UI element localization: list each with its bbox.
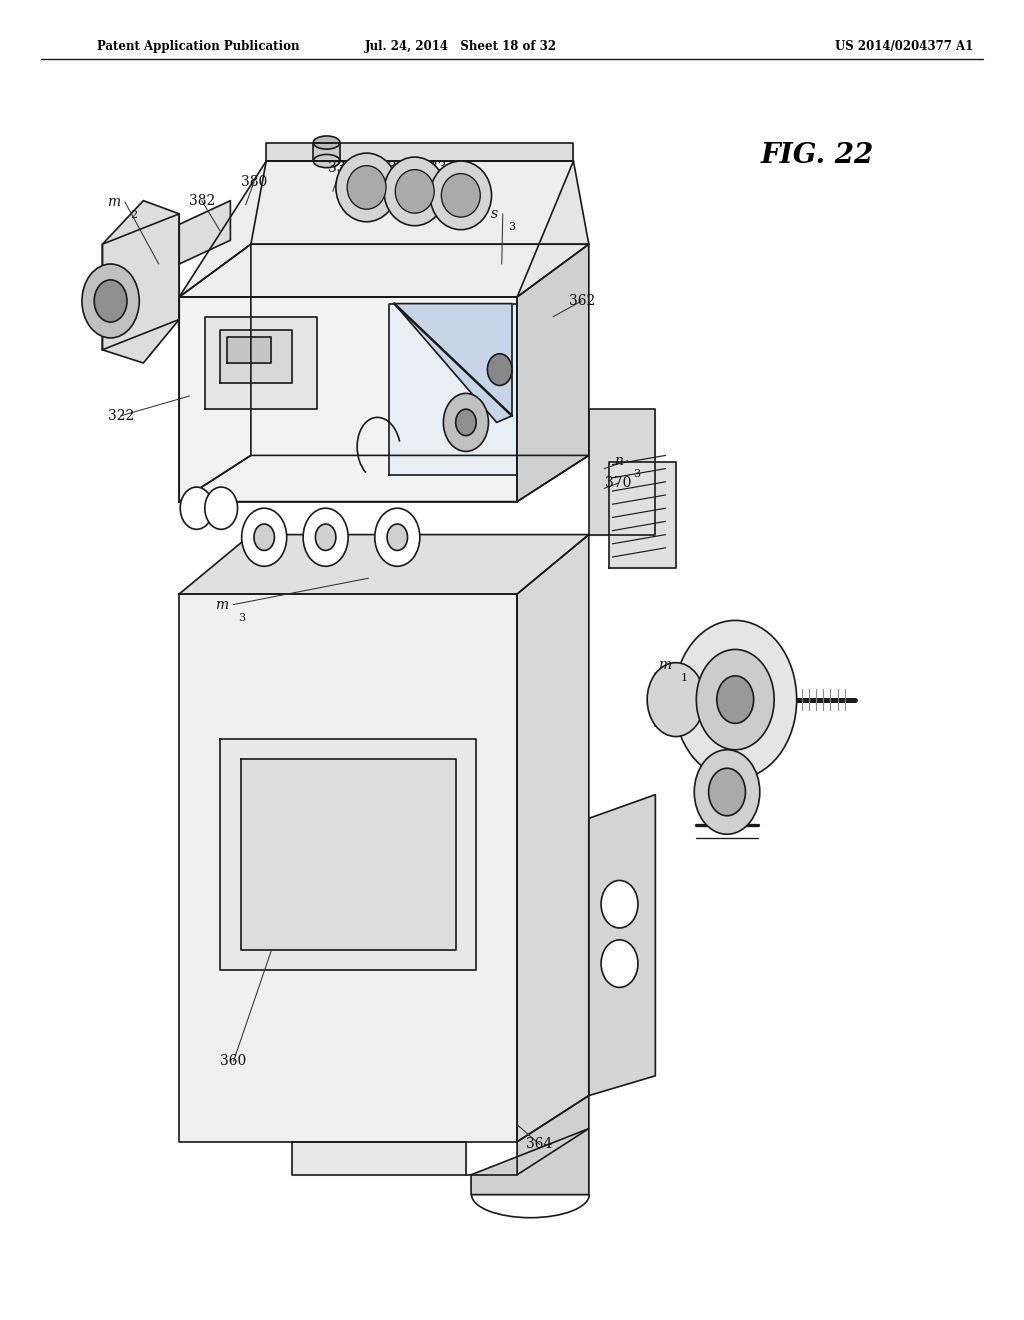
- Text: m: m: [215, 598, 228, 611]
- Circle shape: [387, 524, 408, 550]
- Text: m: m: [657, 659, 671, 672]
- Polygon shape: [179, 594, 517, 1142]
- Circle shape: [254, 524, 274, 550]
- Circle shape: [696, 649, 774, 750]
- Text: n: n: [613, 454, 623, 467]
- Ellipse shape: [336, 153, 397, 222]
- Circle shape: [303, 508, 348, 566]
- Circle shape: [694, 750, 760, 834]
- Circle shape: [674, 620, 797, 779]
- Circle shape: [205, 487, 238, 529]
- Polygon shape: [517, 1096, 589, 1175]
- Circle shape: [242, 508, 287, 566]
- Polygon shape: [102, 201, 179, 363]
- Polygon shape: [227, 337, 271, 363]
- Circle shape: [443, 393, 488, 451]
- Text: 362: 362: [568, 294, 595, 308]
- Ellipse shape: [347, 166, 386, 209]
- Polygon shape: [609, 462, 676, 568]
- Text: Jul. 24, 2014   Sheet 18 of 32: Jul. 24, 2014 Sheet 18 of 32: [365, 40, 557, 53]
- Polygon shape: [179, 161, 573, 297]
- Polygon shape: [179, 244, 589, 297]
- Text: 360: 360: [220, 1055, 247, 1068]
- Circle shape: [601, 880, 638, 928]
- Ellipse shape: [441, 174, 480, 218]
- Ellipse shape: [395, 170, 434, 214]
- Polygon shape: [179, 535, 589, 594]
- Text: 326: 326: [409, 161, 435, 174]
- Polygon shape: [179, 455, 589, 502]
- Circle shape: [647, 663, 705, 737]
- Text: 3: 3: [633, 469, 640, 479]
- Text: 380: 380: [241, 176, 267, 189]
- Text: 1: 1: [681, 673, 688, 684]
- Text: s: s: [490, 207, 498, 220]
- Text: US 2014/0204377 A1: US 2014/0204377 A1: [835, 40, 973, 53]
- Ellipse shape: [313, 154, 340, 168]
- Circle shape: [601, 940, 638, 987]
- Polygon shape: [655, 667, 676, 733]
- Circle shape: [375, 508, 420, 566]
- Ellipse shape: [430, 161, 492, 230]
- Text: 334: 334: [429, 161, 456, 174]
- Polygon shape: [389, 304, 517, 475]
- Ellipse shape: [313, 136, 340, 149]
- Circle shape: [82, 264, 139, 338]
- Polygon shape: [313, 143, 340, 161]
- Text: 3: 3: [239, 612, 246, 623]
- Polygon shape: [220, 739, 476, 970]
- Text: FIG. 22: FIG. 22: [761, 143, 873, 169]
- Polygon shape: [589, 409, 655, 535]
- Polygon shape: [517, 535, 589, 1142]
- Text: 364: 364: [526, 1138, 553, 1151]
- Polygon shape: [292, 1142, 466, 1175]
- Text: 382: 382: [188, 194, 215, 207]
- Circle shape: [456, 409, 476, 436]
- Text: 2: 2: [130, 210, 137, 220]
- Text: m: m: [106, 195, 120, 209]
- Polygon shape: [220, 330, 292, 383]
- Ellipse shape: [384, 157, 445, 226]
- Circle shape: [717, 676, 754, 723]
- Polygon shape: [179, 297, 517, 502]
- Circle shape: [709, 768, 745, 816]
- Polygon shape: [589, 795, 655, 1096]
- Polygon shape: [241, 759, 456, 950]
- Polygon shape: [179, 201, 230, 264]
- Polygon shape: [517, 244, 589, 502]
- Text: Patent Application Publication: Patent Application Publication: [97, 40, 300, 53]
- Circle shape: [487, 354, 512, 385]
- Polygon shape: [102, 214, 179, 350]
- Circle shape: [180, 487, 213, 529]
- Polygon shape: [266, 143, 573, 161]
- Polygon shape: [394, 304, 512, 422]
- Polygon shape: [179, 244, 251, 502]
- Text: 336: 336: [388, 161, 415, 174]
- Text: 3: 3: [508, 222, 515, 232]
- Polygon shape: [251, 161, 589, 244]
- Polygon shape: [471, 1129, 589, 1195]
- Circle shape: [315, 524, 336, 550]
- Circle shape: [94, 280, 127, 322]
- Polygon shape: [205, 317, 317, 409]
- Text: 370: 370: [605, 477, 632, 490]
- Text: 330: 330: [328, 161, 354, 174]
- Text: 322: 322: [108, 409, 134, 422]
